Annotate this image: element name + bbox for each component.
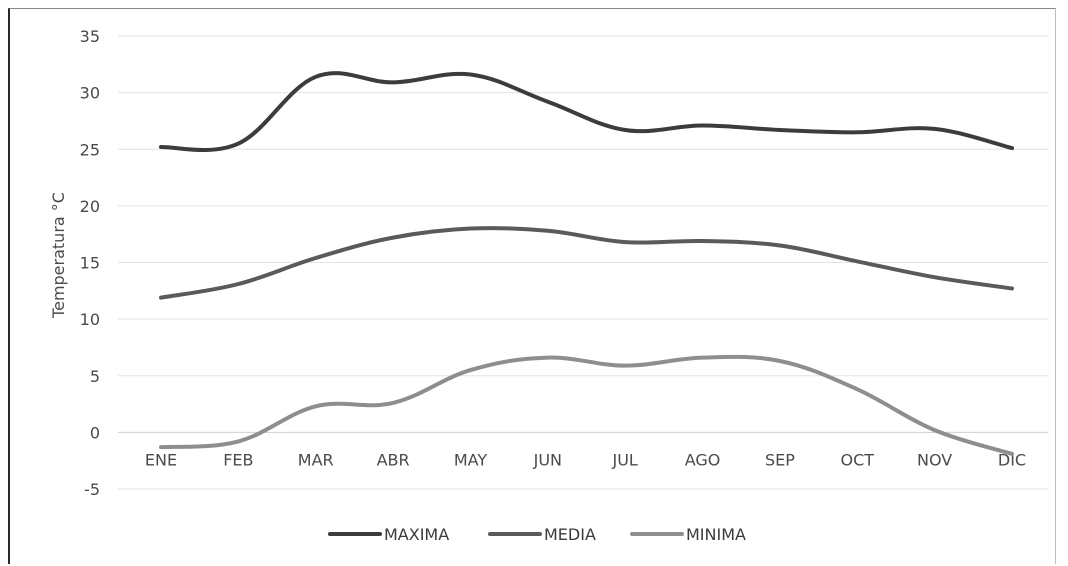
x-tick-label: SEP bbox=[765, 450, 795, 469]
y-tick-label: 20 bbox=[80, 197, 100, 216]
y-axis-ticks: 35 30 25 20 15 10 5 0 -5 bbox=[80, 27, 100, 499]
x-tick-label: ENE bbox=[145, 450, 177, 469]
legend-label: MEDIA bbox=[544, 525, 596, 544]
y-tick-label: 5 bbox=[90, 367, 100, 386]
x-axis-ticks: ENE FEB MAR ABR MAY JUN JUL AGO SEP OCT NOV DIC bbox=[145, 450, 1026, 469]
x-tick-label: JUL bbox=[612, 450, 638, 469]
series-line-minima bbox=[159, 354, 1014, 456]
legend-label: MAXIMA bbox=[384, 525, 449, 544]
x-tick-label: FEB bbox=[223, 450, 253, 469]
y-tick-label: -5 bbox=[84, 480, 100, 499]
x-tick-label: ABR bbox=[377, 450, 410, 469]
gridlines bbox=[118, 35, 1048, 490]
y-tick-label: 15 bbox=[80, 254, 100, 273]
legend-label: MINIMA bbox=[686, 525, 746, 544]
x-tick-label: OCT bbox=[840, 450, 874, 469]
x-tick-label: MAY bbox=[454, 450, 488, 469]
x-tick-label: AGO bbox=[685, 450, 721, 469]
x-tick-label: JUN bbox=[533, 450, 562, 469]
series-lines bbox=[159, 71, 1014, 456]
y-tick-label: 0 bbox=[90, 423, 100, 442]
x-tick-label: MAR bbox=[298, 450, 334, 469]
chart-frame bbox=[8, 8, 1056, 564]
legend: MAXIMA MEDIA MINIMA bbox=[328, 525, 746, 544]
y-tick-label: 35 bbox=[80, 27, 100, 46]
series-line-media bbox=[159, 226, 1014, 300]
series-line-maxima bbox=[159, 71, 1014, 153]
y-tick-label: 10 bbox=[80, 310, 100, 329]
x-tick-label: DIC bbox=[998, 450, 1026, 469]
y-axis-label: Temperatura °C bbox=[49, 192, 68, 319]
y-tick-label: 25 bbox=[80, 140, 100, 159]
y-tick-label: 30 bbox=[80, 84, 100, 103]
x-tick-label: NOV bbox=[917, 450, 952, 469]
